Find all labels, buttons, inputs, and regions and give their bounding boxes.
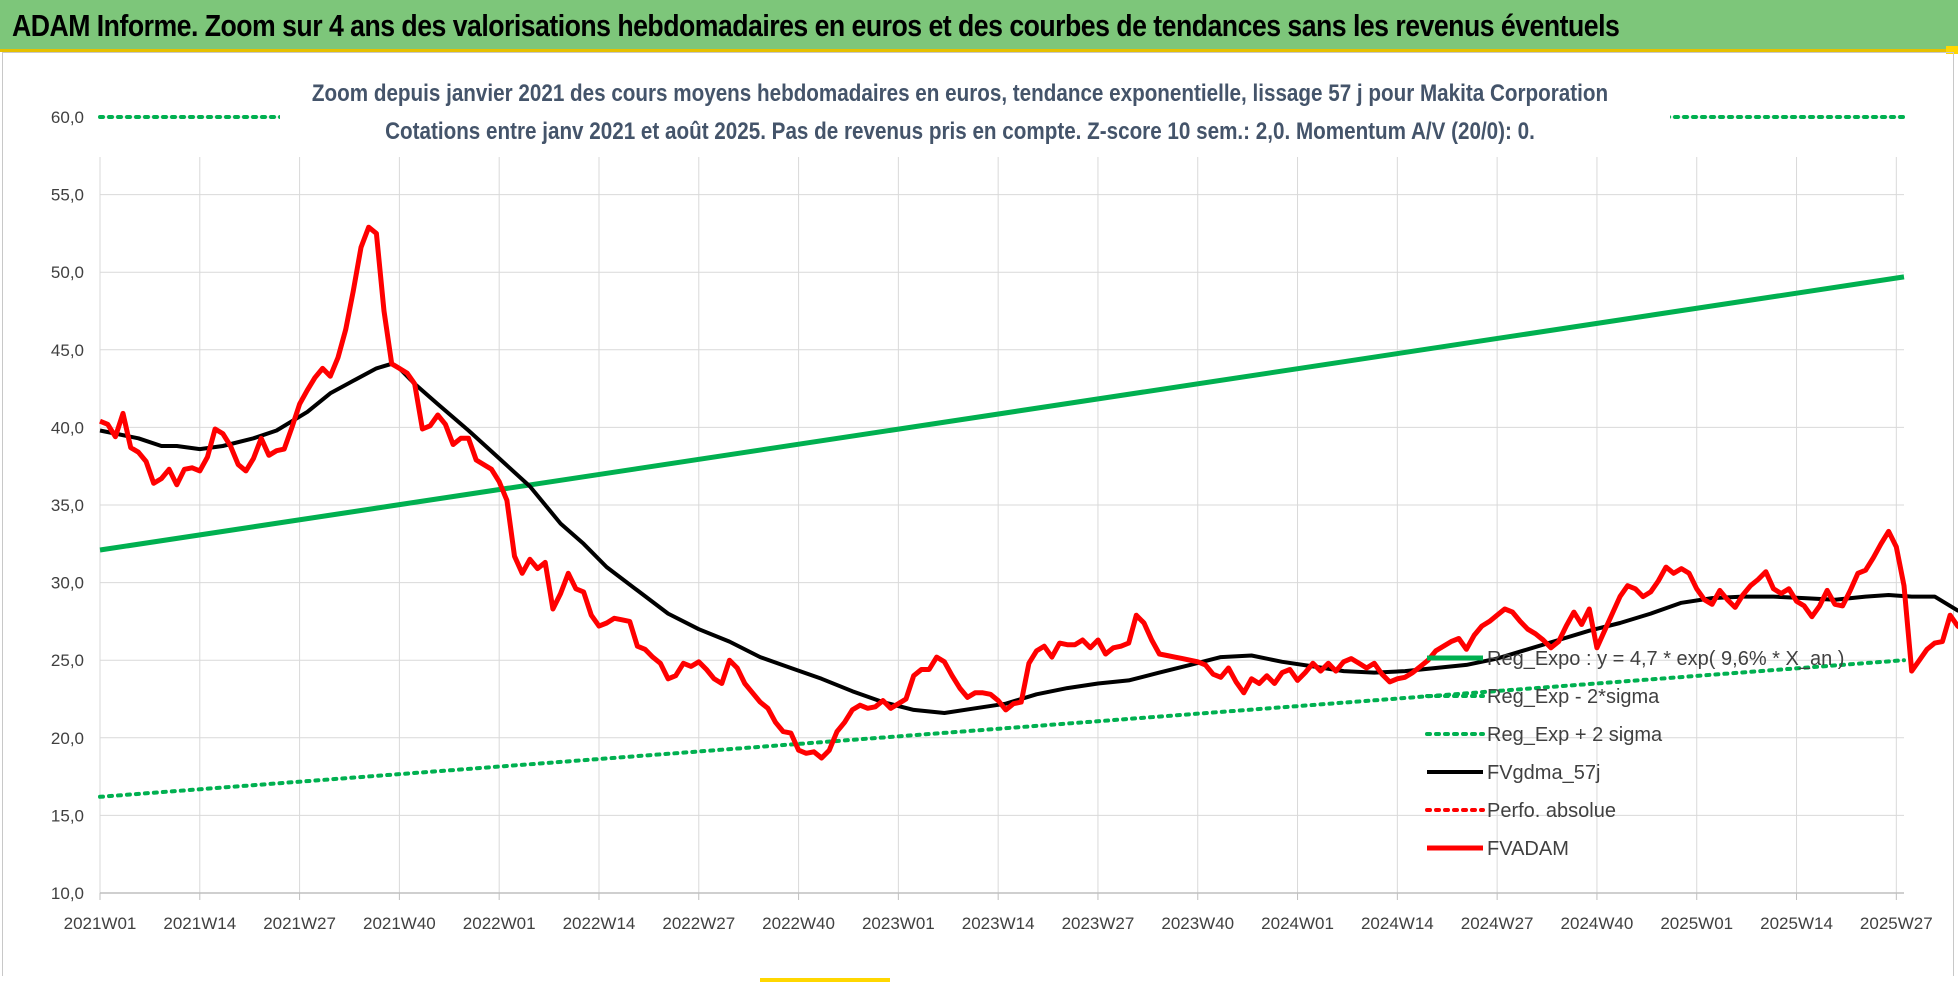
- report-banner: ADAM Informe. Zoom sur 4 ans des valoris…: [0, 0, 1958, 52]
- legend-label-perfo-absolue: Perfo. absolue: [1487, 800, 1616, 822]
- legend-label-fvgdma-57j: FVgdma_57j: [1487, 762, 1600, 784]
- x-tick-label: 2024W27: [1461, 914, 1534, 933]
- chart-subtitle: Cotations entre janv 2021 et août 2025. …: [385, 118, 1535, 145]
- x-tick-label: 2023W01: [862, 914, 935, 933]
- y-tick-label: 60,0: [51, 108, 84, 127]
- title-mask: [280, 68, 1670, 156]
- x-tick-label: 2023W40: [1161, 914, 1234, 933]
- y-tick-label: 30,0: [51, 574, 84, 593]
- y-tick-label: 45,0: [51, 341, 84, 360]
- x-tick-label: 2025W01: [1660, 914, 1733, 933]
- report-title: ADAM Informe. Zoom sur 4 ans des valoris…: [12, 8, 1620, 43]
- y-tick-label: 25,0: [51, 651, 84, 670]
- chart-title: Zoom depuis janvier 2021 des cours moyen…: [311, 80, 1609, 107]
- x-tick-label: 2021W27: [263, 914, 336, 933]
- x-tick-label: 2022W14: [563, 914, 636, 933]
- legend-label-fvadam: FVADAM: [1487, 838, 1569, 860]
- y-tick-label: 40,0: [51, 418, 84, 437]
- x-tick-label: 2022W01: [463, 914, 536, 933]
- x-tick-label: 2023W14: [962, 914, 1035, 933]
- y-tick-label: 15,0: [51, 806, 84, 825]
- frame-accent: [760, 978, 890, 982]
- y-tick-label: 50,0: [51, 263, 84, 282]
- x-tick-label: 2024W40: [1561, 914, 1634, 933]
- x-tick-label: 2021W40: [363, 914, 436, 933]
- x-tick-label: 2022W40: [762, 914, 835, 933]
- legend-label-reg-expo-y-4-7-exp-9-6-x-an: Reg_Expo : y = 4,7 * exp( 9,6% * X_an ): [1487, 648, 1844, 670]
- x-tick-label: 2025W27: [1860, 914, 1933, 933]
- x-tick-label: 2024W01: [1261, 914, 1334, 933]
- y-tick-label: 10,0: [51, 884, 84, 903]
- x-tick-label: 2024W14: [1361, 914, 1434, 933]
- x-tick-label: 2025W14: [1760, 914, 1833, 933]
- y-tick-label: 55,0: [51, 186, 84, 205]
- frame-bottom: [0, 976, 1958, 984]
- corner-accent: [1946, 46, 1958, 54]
- y-tick-label: 20,0: [51, 729, 84, 748]
- series-line-reg-expo-y-4-7-exp-9-6-x-an: [99, 274, 1905, 553]
- x-tick-label: 2023W27: [1062, 914, 1135, 933]
- x-tick-label: 2021W01: [64, 914, 137, 933]
- series-line-fvadam: [99, 224, 1958, 761]
- x-tick-label: 2022W27: [662, 914, 735, 933]
- x-tick-label: 2021W14: [163, 914, 236, 933]
- legend-label-reg-exp-2-sigma: Reg_Exp - 2*sigma: [1487, 686, 1660, 708]
- legend-label-reg-exp-2-sigma: Reg_Exp + 2 sigma: [1487, 724, 1663, 746]
- series-line-reg-exp-2-sigma: [98, 658, 1906, 799]
- y-tick-label: 35,0: [51, 496, 84, 515]
